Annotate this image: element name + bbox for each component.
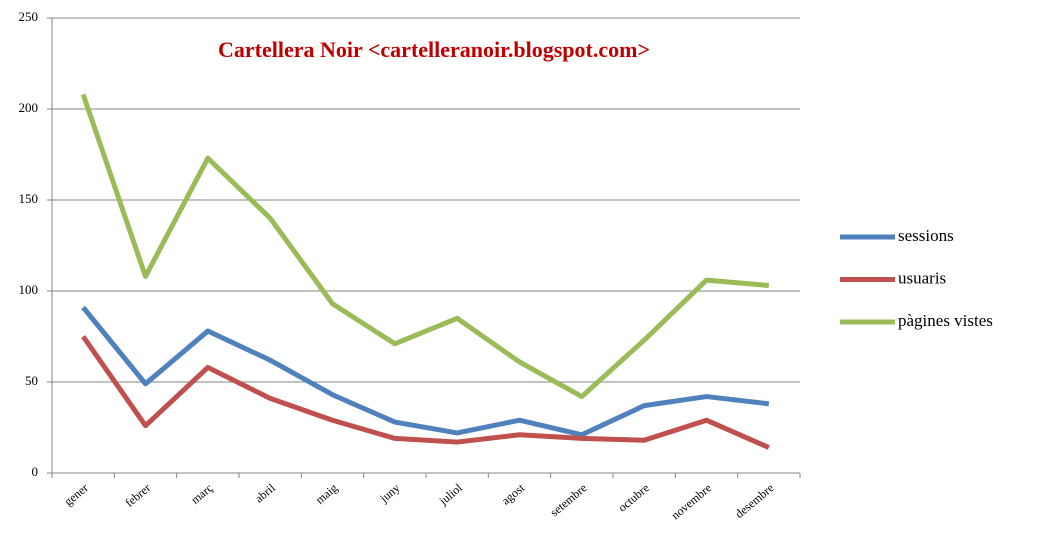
x-tick-label: gener [61, 481, 90, 509]
series-line [81, 305, 770, 438]
chart-title: Cartellera Noir <cartelleranoir.blogspot… [218, 37, 650, 62]
y-tick-label: 250 [19, 9, 39, 24]
x-tick-label: novembre [668, 481, 714, 523]
x-tick-label: octubre [615, 481, 652, 515]
x-tick-label: setembre [547, 481, 589, 520]
y-tick-label: 50 [25, 373, 38, 388]
series-line [81, 335, 770, 450]
x-tick-label: juliol [436, 480, 466, 508]
x-tick-label: maig [313, 481, 340, 507]
y-tick-label: 100 [19, 282, 39, 297]
legend-label: pàgines vistes [898, 311, 993, 330]
x-tick-label: febrer [122, 481, 153, 510]
y-tick-label: 200 [19, 100, 39, 115]
x-tick-label: juny [376, 481, 402, 506]
y-tick-label: 150 [19, 191, 39, 206]
x-tick-label: desembre [732, 481, 776, 521]
y-tick-label: 0 [32, 464, 39, 479]
x-tick-label: març [188, 481, 215, 507]
x-tick-label: agost [499, 480, 528, 507]
x-tick-label: abril [252, 480, 278, 505]
legend-label: sessions [898, 226, 954, 245]
series-line [80, 93, 770, 400]
legend-label: usuaris [898, 268, 946, 287]
